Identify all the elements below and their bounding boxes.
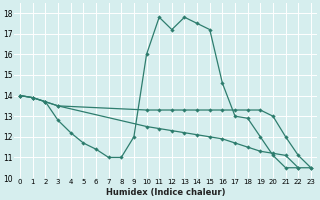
X-axis label: Humidex (Indice chaleur): Humidex (Indice chaleur) [106,188,225,197]
